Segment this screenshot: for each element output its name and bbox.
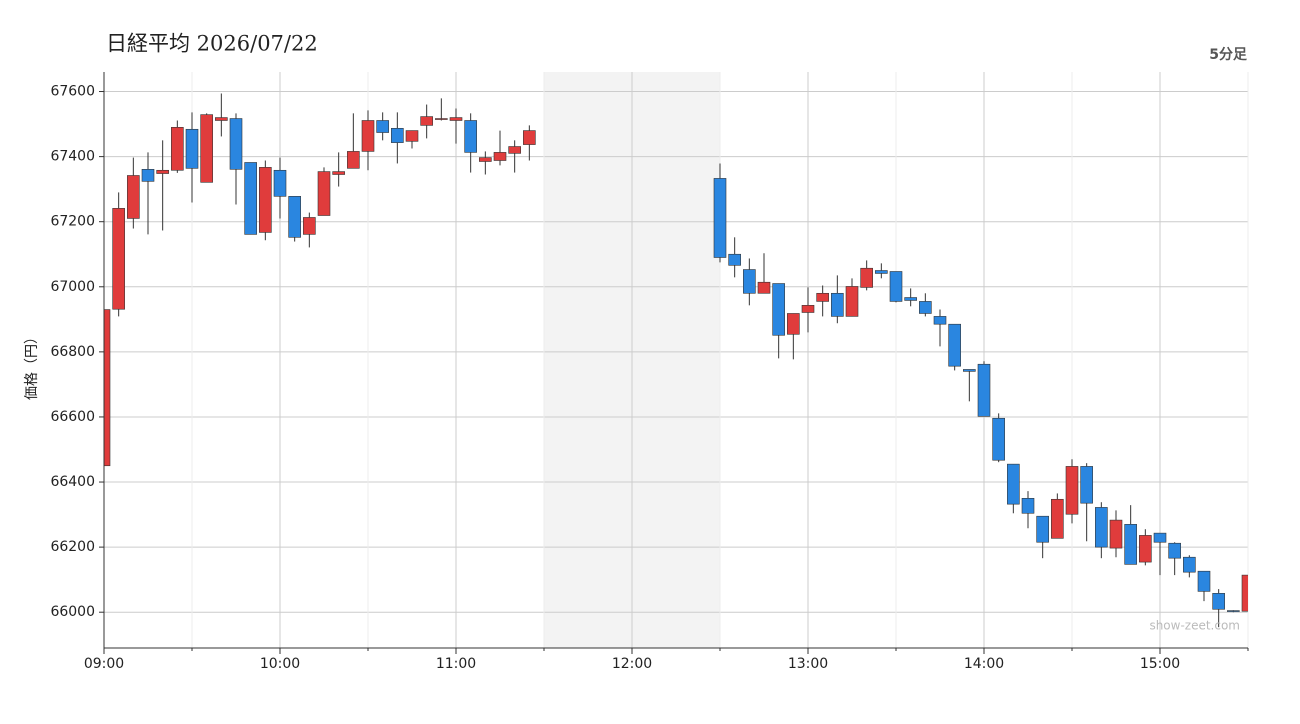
candle-body xyxy=(787,313,800,335)
candle-body xyxy=(464,120,477,153)
candle-body xyxy=(831,292,844,317)
candle-body xyxy=(523,130,536,145)
candle-body xyxy=(1051,498,1064,539)
x-tick-label: 15:00 xyxy=(1140,656,1180,672)
y-axis-label: 価格（円） xyxy=(24,330,40,400)
candle-body xyxy=(508,146,521,154)
y-tick-label: 66200 xyxy=(50,539,95,555)
candle-body xyxy=(479,157,492,162)
y-tick-label: 66600 xyxy=(50,409,95,425)
candle-body xyxy=(104,309,111,467)
y-tick-label: 66800 xyxy=(50,344,95,360)
candle-body xyxy=(845,286,859,317)
y-tick-label: 67400 xyxy=(50,149,95,165)
candle-layer xyxy=(104,93,1248,628)
candle-body xyxy=(1080,466,1093,504)
candle-body xyxy=(303,217,316,235)
candle-body xyxy=(317,171,331,216)
candle-body xyxy=(963,369,976,372)
candle-body xyxy=(244,162,257,235)
candle-body xyxy=(288,196,301,238)
candle-body xyxy=(259,167,272,233)
candle-body xyxy=(728,253,741,266)
x-tick-label: 10:00 xyxy=(260,656,300,672)
watermark: show-zeet.com xyxy=(1149,619,1240,633)
candle-body xyxy=(992,417,1005,461)
candle-body xyxy=(171,127,184,171)
candle-body xyxy=(127,175,140,219)
candle-body xyxy=(405,130,419,142)
candle-body xyxy=(875,270,888,274)
chart-subtitle: 5分足 xyxy=(1209,47,1248,63)
y-tick-label: 67000 xyxy=(50,279,95,295)
candle-body xyxy=(904,297,917,301)
candle-body xyxy=(1139,535,1152,563)
candle-body xyxy=(1007,463,1020,505)
candle-body xyxy=(1227,610,1240,612)
candle-body xyxy=(185,128,199,169)
candle-body xyxy=(1168,542,1181,559)
candle-body xyxy=(376,120,389,133)
candle-body xyxy=(347,151,360,169)
y-tick-label: 66400 xyxy=(50,474,95,490)
candle-body xyxy=(1109,519,1123,549)
x-tick-label: 09:00 xyxy=(84,656,124,672)
x-tick-label: 13:00 xyxy=(788,656,828,672)
candle-body xyxy=(156,169,169,174)
y-tick-label: 67200 xyxy=(50,214,95,230)
candle-body xyxy=(200,114,213,183)
candle-body xyxy=(493,152,507,161)
y-tick-label: 66000 xyxy=(50,604,95,620)
candle-body xyxy=(361,120,375,152)
candle-body xyxy=(435,118,448,120)
candle-body xyxy=(860,267,873,288)
candle-body xyxy=(141,169,155,182)
candle-body xyxy=(801,305,815,313)
candle-body xyxy=(1095,507,1108,548)
candle-body xyxy=(391,127,404,143)
candle-body xyxy=(1197,570,1211,592)
candle-body xyxy=(977,363,991,417)
candle-body xyxy=(713,178,727,258)
candle-body xyxy=(743,269,756,294)
candle-body xyxy=(1065,466,1079,515)
x-tick-label: 14:00 xyxy=(964,656,1004,672)
candle-body xyxy=(1183,556,1196,573)
candle-body xyxy=(1036,515,1049,543)
candle-body xyxy=(273,169,287,197)
candle-body xyxy=(449,117,463,121)
x-tick-label: 12:00 xyxy=(612,656,652,672)
candle-body xyxy=(919,301,932,314)
candle-body xyxy=(772,283,785,336)
candle-body xyxy=(420,116,433,126)
candle-body xyxy=(933,316,947,325)
candle-body xyxy=(889,271,903,302)
candle-body xyxy=(112,208,125,310)
x-tick-label: 11:00 xyxy=(436,656,476,672)
candle-body xyxy=(332,171,345,175)
candle-body xyxy=(1021,498,1035,514)
label-layer: 66000 66200 66400 66600 66800 67000 67200 67400… xyxy=(50,84,1249,672)
candle-body xyxy=(757,281,771,294)
candle-body xyxy=(1124,524,1137,565)
candle-body xyxy=(948,323,961,367)
y-tick-label: 67600 xyxy=(50,84,95,100)
candle-body xyxy=(215,117,228,121)
candle-body xyxy=(1153,532,1167,543)
candle-body xyxy=(1241,574,1248,612)
candle-body xyxy=(816,292,829,302)
chart-title: 日経平均 2026/07/22 xyxy=(106,32,318,56)
candle-body xyxy=(1212,593,1225,610)
candle-body xyxy=(229,118,243,170)
